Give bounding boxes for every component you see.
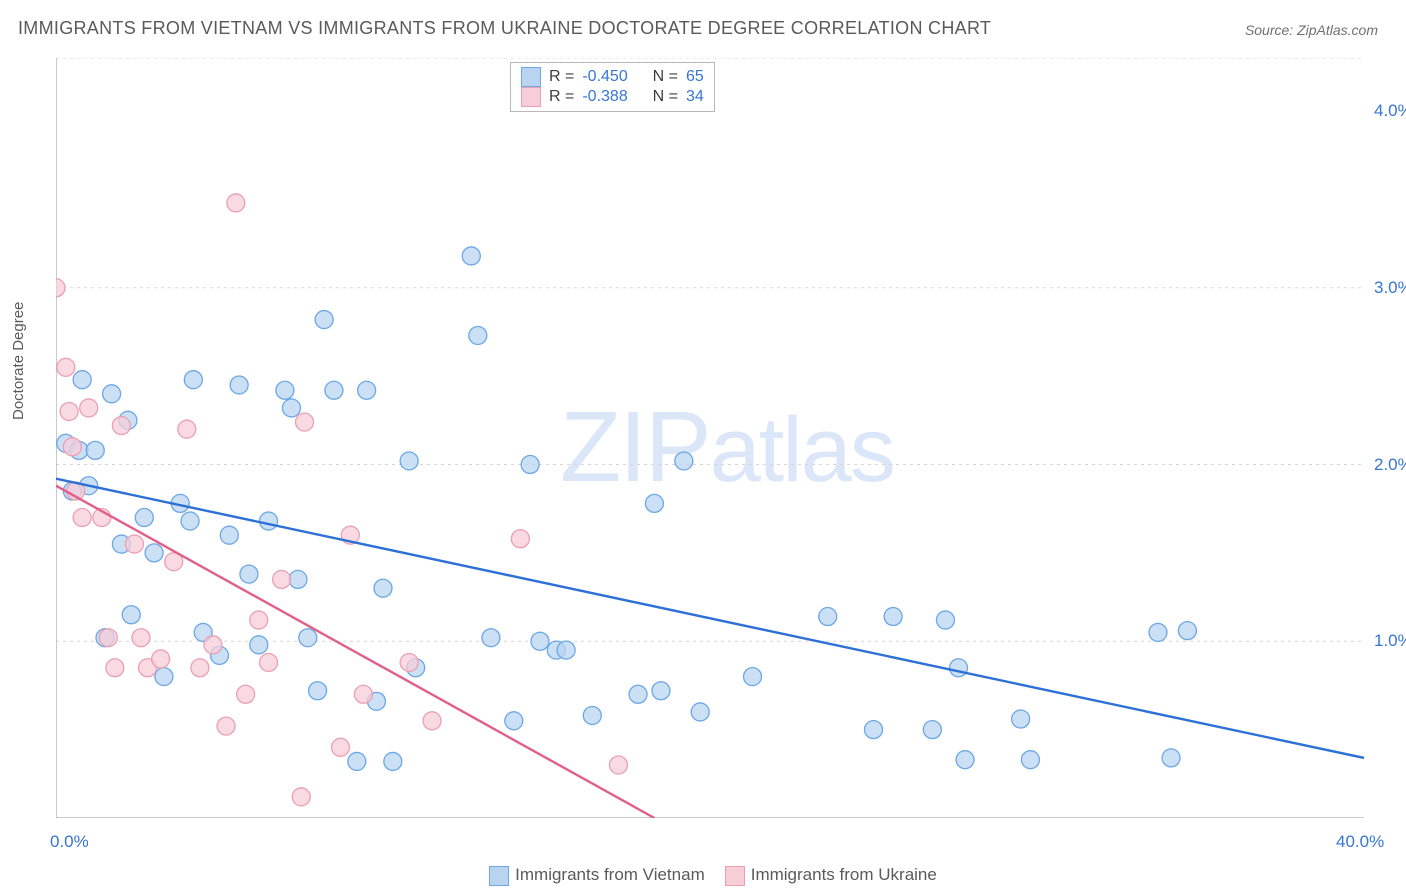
axis-tick-label: 4.0% (1374, 101, 1406, 121)
source-value: ZipAtlas.com (1297, 22, 1378, 38)
n-label: N = (653, 88, 678, 106)
y-axis-label: Doctorate Degree (10, 302, 27, 420)
axis-tick-label: 2.0% (1374, 455, 1406, 475)
source-attribution: Source: ZipAtlas.com (1245, 22, 1378, 38)
axis-tick-label: 0.0% (50, 832, 89, 852)
legend-series-label: Immigrants from Ukraine (751, 865, 937, 884)
n-value: 34 (686, 88, 704, 106)
legend-swatch (521, 87, 541, 107)
chart-title: IMMIGRANTS FROM VIETNAM VS IMMIGRANTS FR… (18, 18, 991, 39)
axis-tick-label: 40.0% (1336, 832, 1384, 852)
scatter-chart (56, 58, 1364, 818)
legend-correlation: R = -0.450 N = 65 R = -0.388 N = 34 (510, 62, 715, 112)
r-label: R = (549, 68, 574, 86)
legend-correlation-row: R = -0.450 N = 65 (521, 67, 704, 87)
source-label: Source: (1245, 22, 1293, 38)
r-label: R = (549, 88, 574, 106)
legend-swatch (725, 866, 745, 886)
legend-series: Immigrants from Vietnam Immigrants from U… (0, 865, 1406, 886)
r-value: -0.450 (582, 68, 627, 86)
n-value: 65 (686, 68, 704, 86)
n-label: N = (653, 68, 678, 86)
legend-series-label: Immigrants from Vietnam (515, 865, 705, 884)
legend-correlation-row: R = -0.388 N = 34 (521, 87, 704, 107)
legend-swatch (489, 866, 509, 886)
legend-swatch (521, 67, 541, 87)
axis-tick-label: 1.0% (1374, 631, 1406, 651)
r-value: -0.388 (582, 88, 627, 106)
axis-tick-label: 3.0% (1374, 278, 1406, 298)
